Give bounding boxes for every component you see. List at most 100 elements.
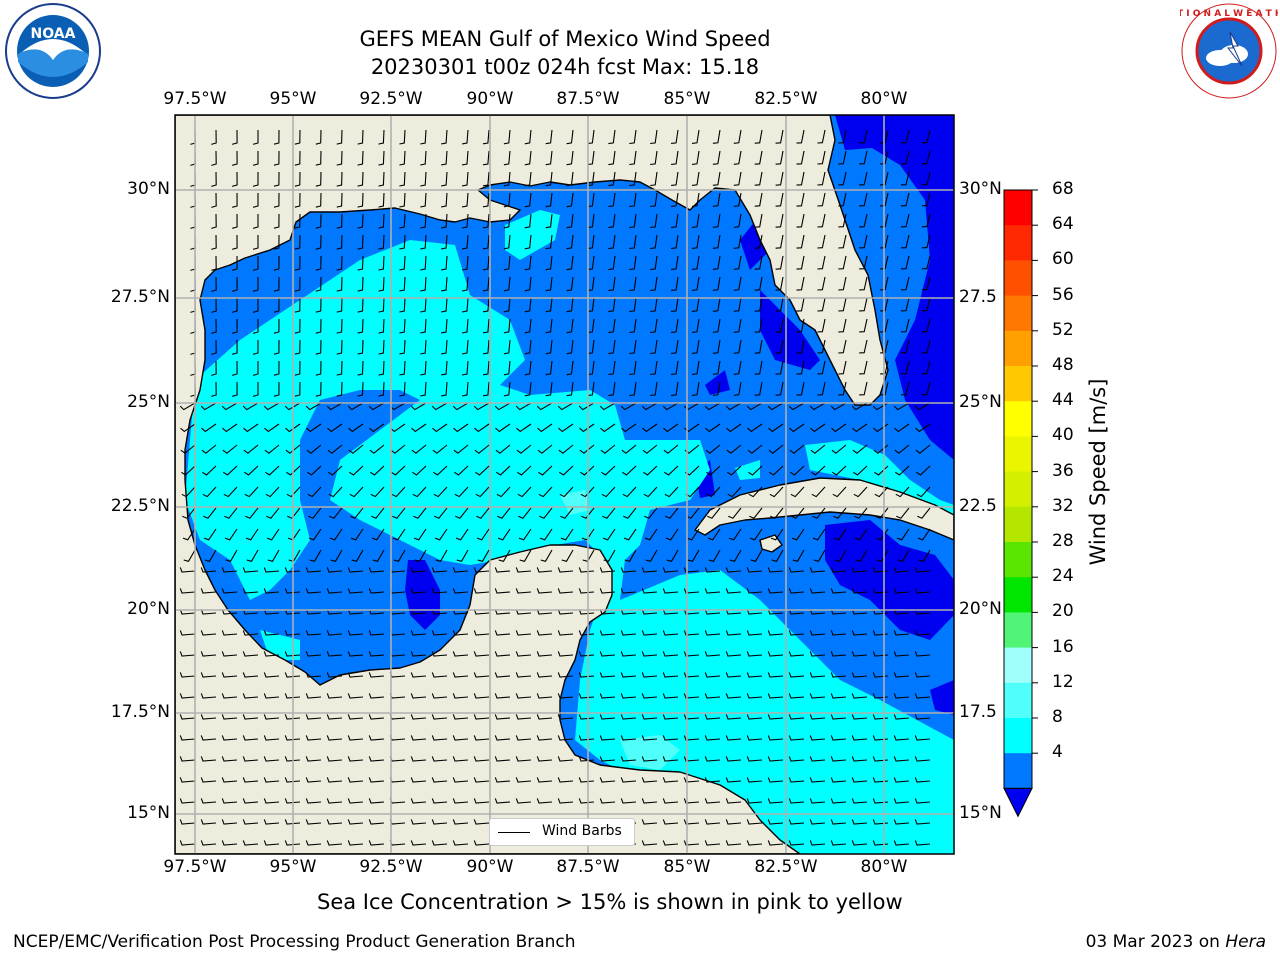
- footer-date: 03 Mar 2023 on Hera: [1086, 932, 1266, 952]
- wind-barb: [650, 213, 658, 229]
- wind-barb: [503, 213, 511, 229]
- wind-barb: [641, 714, 658, 720]
- wind-barb: [691, 297, 700, 312]
- wind-barb: [305, 756, 322, 762]
- wind-barb: [566, 360, 574, 376]
- footer-branch: NCEP/EMC/Verification Post Processing Pr…: [13, 932, 576, 952]
- wind-barb: [921, 339, 931, 354]
- wind-barb: [704, 798, 721, 804]
- wind-barb: [351, 549, 364, 562]
- wind-barb: [294, 234, 301, 250]
- wind-barb: [893, 840, 910, 846]
- wind-barb: [252, 256, 259, 271]
- wind-barb: [441, 255, 448, 271]
- colorbar-segment: [1004, 471, 1032, 508]
- wind-barb: [608, 339, 616, 355]
- map-title-line1: GEFS MEAN Gulf of Mexico Wind Speed: [359, 27, 771, 51]
- wind-barb: [315, 192, 322, 208]
- wind-barb: [273, 381, 280, 397]
- colorbar-tick-label: 60: [1052, 249, 1074, 270]
- wind-barb: [515, 693, 532, 699]
- wind-barb: [893, 630, 910, 636]
- wind-barb: [453, 444, 469, 454]
- wind-barb: [893, 777, 910, 783]
- wind-barb: [378, 213, 385, 229]
- wind-barb: [183, 549, 196, 562]
- wind-barb: [914, 819, 931, 825]
- wind-barb: [809, 756, 826, 762]
- wind-barb: [893, 672, 910, 678]
- wind-barb: [378, 339, 385, 355]
- wind-barb: [348, 423, 364, 433]
- wind-barb: [182, 507, 196, 519]
- wind-barb: [817, 297, 826, 312]
- wind-barb: [482, 276, 490, 292]
- wind-barb: [305, 651, 322, 657]
- wind-barb: [641, 609, 658, 615]
- wind-barb: [641, 777, 658, 783]
- wind-barb: [859, 381, 868, 396]
- lat-label-right: 20°N: [959, 599, 1002, 619]
- wind-barb: [650, 297, 658, 313]
- wind-barb: [880, 297, 889, 312]
- wind-barb: [599, 588, 616, 594]
- wind-barb: [859, 129, 868, 144]
- wind-barb: [767, 588, 784, 594]
- wind-barb: [914, 630, 931, 636]
- wind-barb: [608, 129, 616, 145]
- wind-barb: [221, 735, 238, 741]
- wind-barb: [294, 297, 301, 313]
- wind-barb: [830, 735, 847, 741]
- wind-barb: [704, 756, 721, 762]
- wind-barb: [482, 255, 490, 271]
- wind-barb: [915, 423, 931, 433]
- wind-barb: [473, 588, 490, 594]
- wind-barb: [411, 423, 427, 433]
- wind-barb: [859, 171, 868, 186]
- wind-barb: [475, 465, 490, 476]
- wind-barb: [462, 297, 469, 313]
- wind-barb: [671, 276, 679, 291]
- wind-barb: [273, 318, 280, 334]
- wind-barb: [536, 588, 553, 594]
- wind-barb: [830, 630, 847, 636]
- wind-barb: [211, 255, 217, 271]
- wind-barb: [707, 528, 721, 541]
- wind-barb: [859, 255, 868, 270]
- wind-barb: [202, 486, 217, 498]
- wind-barb: [914, 798, 931, 804]
- wind-barb: [503, 192, 511, 208]
- wind-barb: [683, 630, 700, 636]
- wind-barb: [357, 234, 364, 250]
- wind-barb: [587, 255, 595, 271]
- wind-barb: [221, 714, 238, 720]
- wind-barb: [662, 567, 679, 573]
- wind-barb: [662, 651, 679, 657]
- wind-barb: [410, 840, 427, 846]
- wind-barb: [914, 402, 931, 411]
- wind-barb: [921, 318, 931, 333]
- wind-barb: [629, 192, 637, 208]
- wind-barb: [455, 528, 469, 541]
- wind-barb: [767, 693, 784, 699]
- wind-barb: [294, 213, 301, 229]
- wind-barb: [893, 609, 910, 615]
- wind-barb: [704, 840, 721, 846]
- wind-barb: [859, 150, 868, 165]
- wind-barb: [221, 651, 238, 657]
- wind-barb: [357, 276, 364, 292]
- wind-barb: [880, 129, 889, 144]
- wind-barb: [179, 672, 196, 678]
- wind-barb: [608, 192, 616, 208]
- wind-barb: [830, 693, 847, 699]
- wind-barb: [200, 402, 217, 411]
- wind-barb: [368, 402, 385, 411]
- wind-barb: [746, 630, 763, 636]
- wind-barb: [599, 402, 616, 411]
- wind-barb: [788, 735, 805, 741]
- colorbar-segment: [1004, 682, 1032, 719]
- wind-barb: [620, 567, 637, 573]
- wind-barb: [399, 171, 406, 187]
- colorbar-tick-label: 44: [1052, 390, 1074, 411]
- wind-barb: [921, 129, 931, 144]
